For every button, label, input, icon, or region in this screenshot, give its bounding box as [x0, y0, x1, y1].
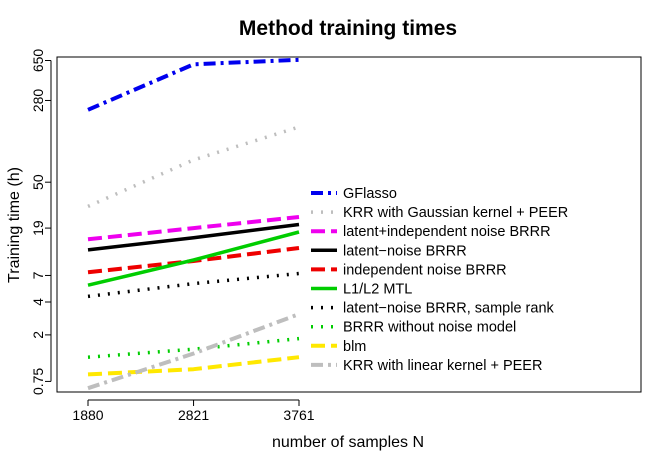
series-line-9 — [87, 355, 300, 377]
series-line-3 — [87, 215, 300, 242]
x-axis-label: number of samples N — [272, 434, 424, 451]
legend-label: L1/L2 MTL — [343, 282, 412, 298]
legend-label: GFlasso — [343, 186, 397, 202]
legend-label: latent+independent noise BRRR — [343, 224, 551, 240]
y-tick-label: 2 — [30, 331, 46, 339]
legend-label: latent−noise BRRR, sample rank — [343, 301, 555, 317]
y-tick-label: 19 — [30, 220, 46, 236]
series-line-10 — [87, 312, 300, 391]
legend: GFlasso KRR with Gaussian kernel + PEER la… — [311, 186, 568, 374]
y-tick-label: 7 — [30, 271, 46, 279]
y-axis-label: Training time (h) — [6, 167, 23, 283]
series-layer — [87, 57, 300, 391]
series-line-6 — [87, 230, 300, 287]
y-tick-label: 280 — [30, 89, 46, 113]
x-tick-label: 3761 — [283, 407, 314, 423]
x-tick-label: 2821 — [178, 407, 209, 423]
y-tick-label: 4 — [30, 298, 46, 306]
x-axis: 1880 2821 3761 — [72, 399, 315, 423]
legend-label: blm — [343, 339, 366, 355]
series-line-1 — [87, 57, 300, 112]
y-tick-label: 0.75 — [30, 368, 46, 395]
legend-label: independent noise BRRR — [343, 262, 507, 278]
series-line-4 — [87, 222, 300, 252]
legend-label: latent−noise BRRR — [343, 243, 467, 259]
plot-area — [56, 56, 642, 393]
chart-title: Method training times — [239, 17, 457, 40]
legend-label: KRR with Gaussian kernel + PEER — [343, 205, 568, 221]
y-tick-label: 650 — [30, 49, 46, 73]
legend-label: BRRR without noise model — [343, 320, 516, 336]
x-tick-label: 1880 — [72, 407, 103, 423]
y-axis: 0.75 2 4 7 19 50 280 650 — [30, 49, 52, 395]
y-tick-label: 50 — [30, 174, 46, 190]
legend-label: KRR with linear kernel + PEER — [343, 358, 542, 374]
series-line-2 — [87, 125, 300, 209]
